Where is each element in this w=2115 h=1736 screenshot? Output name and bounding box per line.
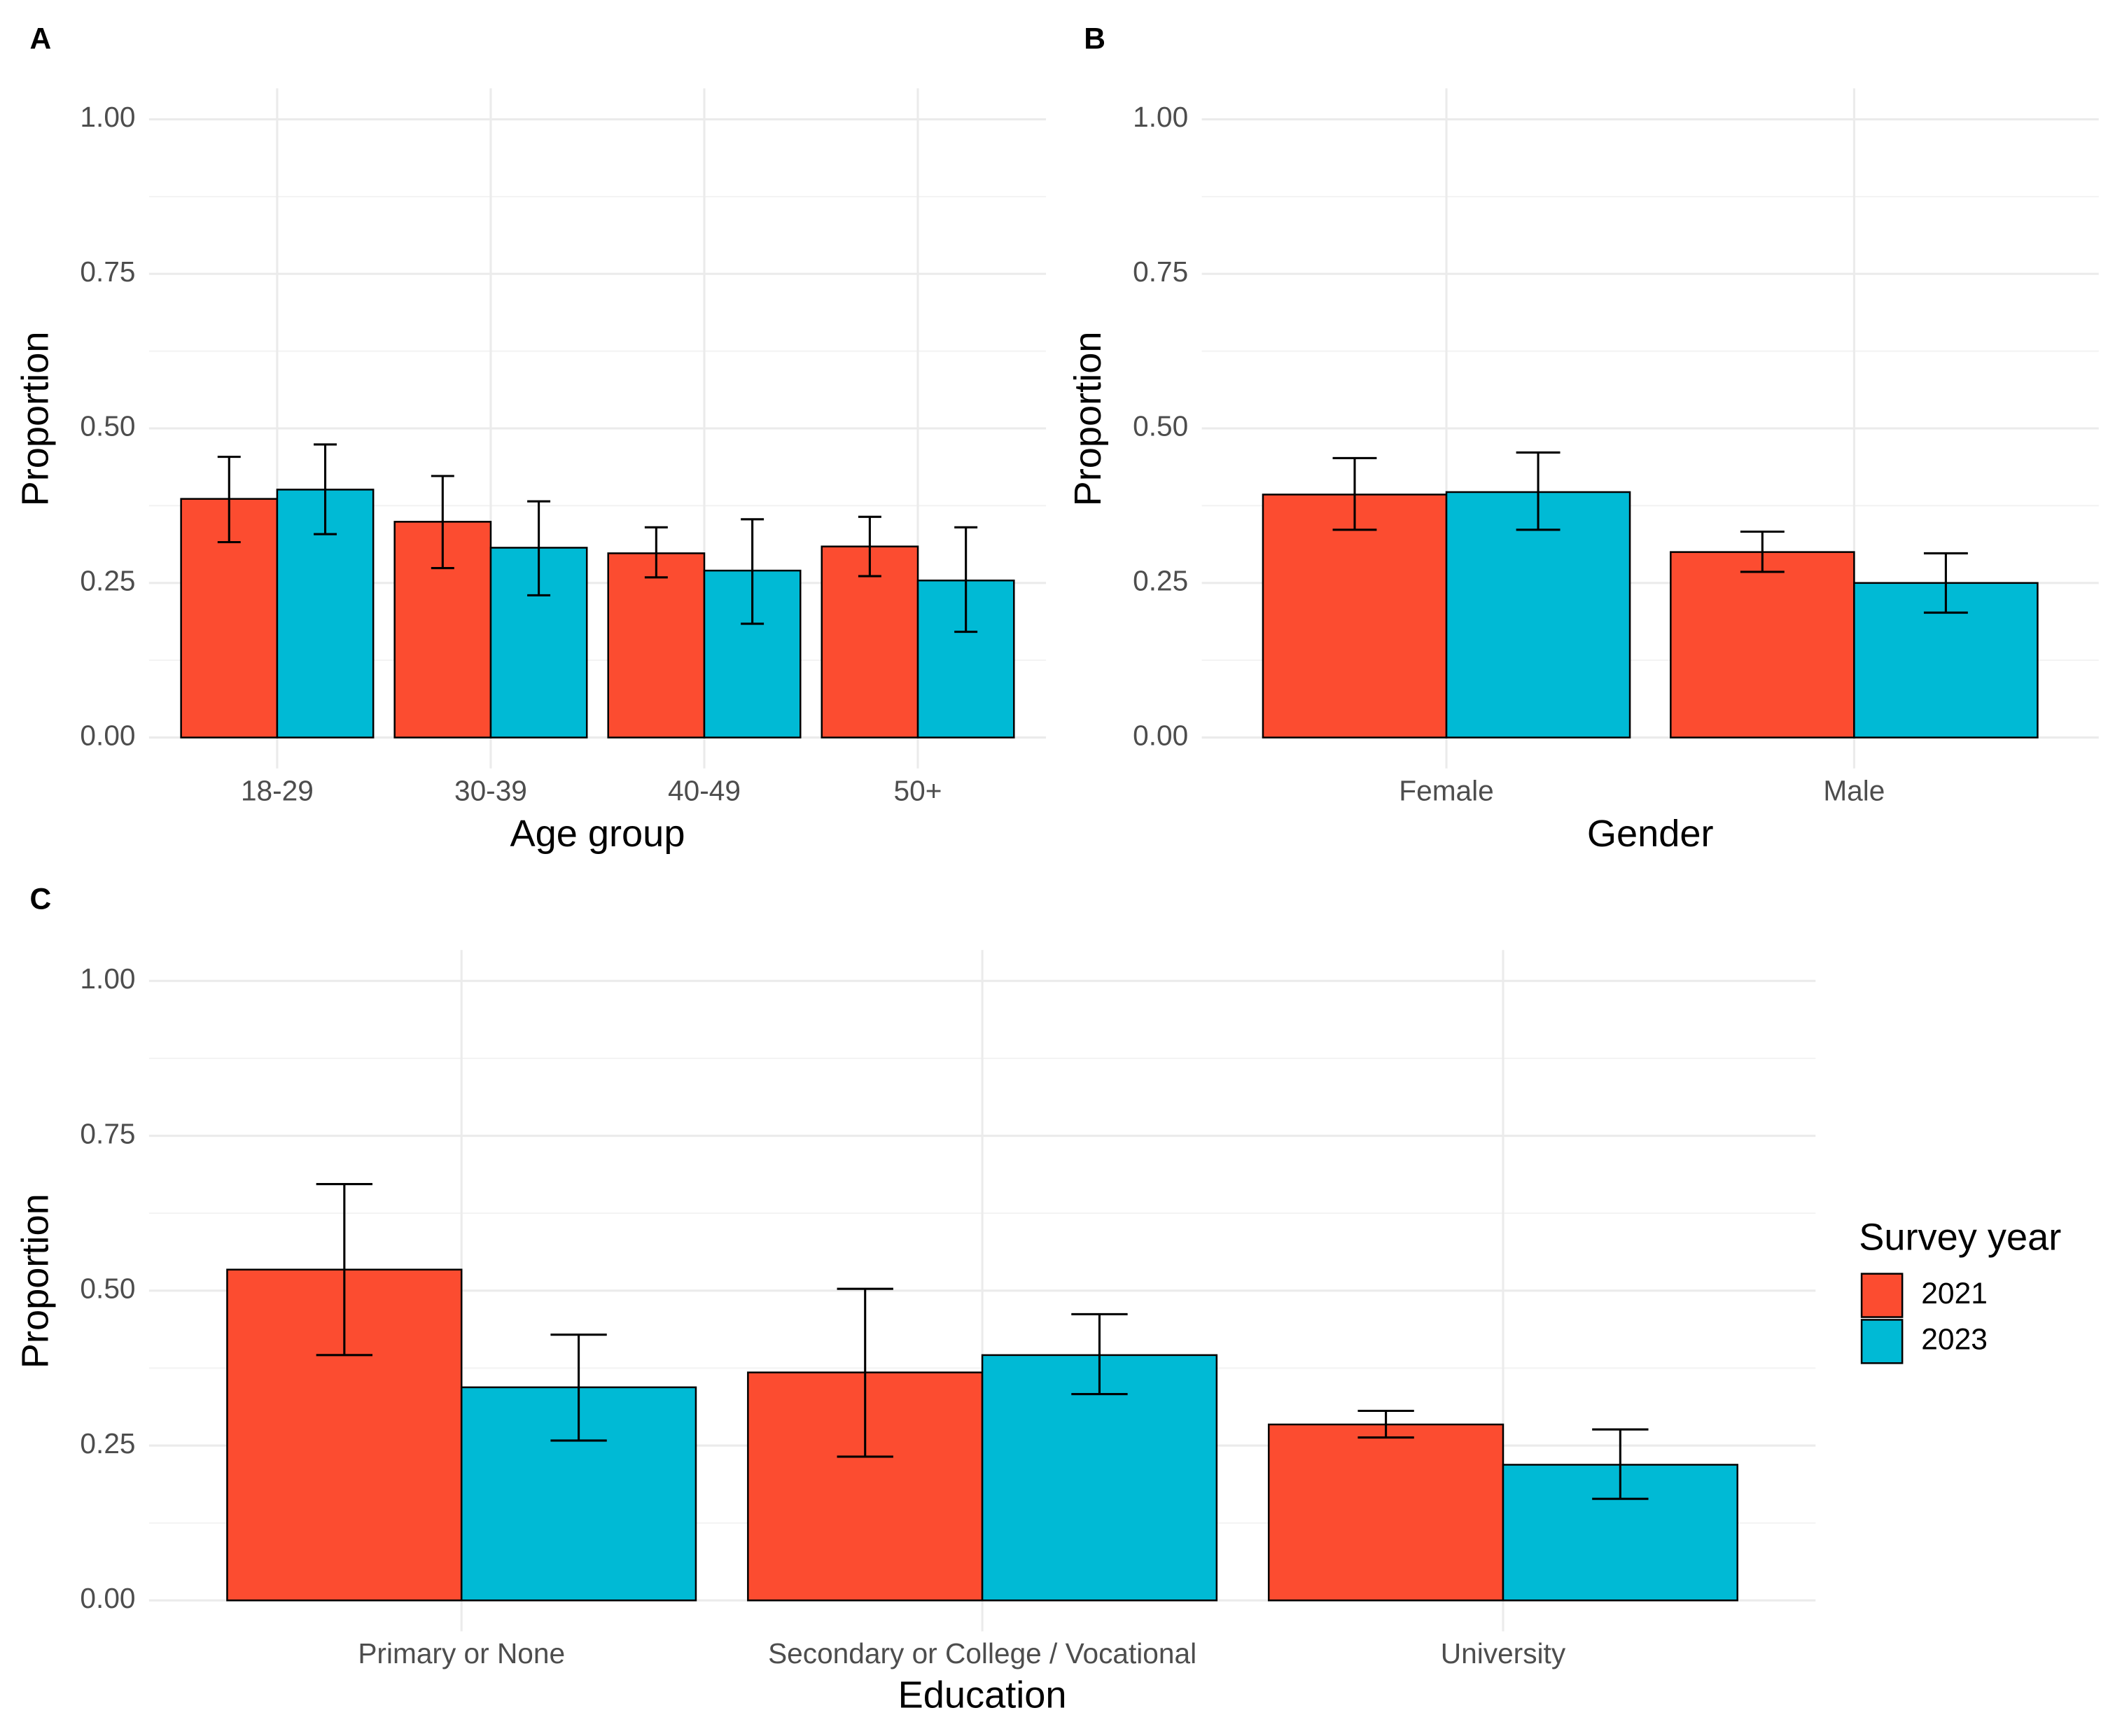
y-tick-label: 0.00 <box>80 1582 135 1614</box>
y-tick-label: 0.50 <box>80 410 135 442</box>
panel-label: B <box>1084 22 1105 56</box>
y-tick-label: 0.75 <box>80 255 135 288</box>
bar <box>981 1354 1218 1602</box>
legend-title: Survey year <box>1859 1217 2061 1259</box>
x-tick-label: 50+ <box>894 774 942 806</box>
y-tick-label: 1.00 <box>80 101 135 133</box>
panel-label: C <box>30 883 52 916</box>
y-tick-label: 1.00 <box>80 962 135 995</box>
y-axis-title: Proportion <box>15 1194 57 1368</box>
x-axis-title: Age group <box>510 813 685 855</box>
x-tick-label: Male <box>1823 774 1885 806</box>
y-axis-title: Proportion <box>15 331 57 506</box>
bar <box>821 545 919 738</box>
legend-key <box>1860 1319 1904 1364</box>
panel-label: A <box>30 22 52 56</box>
bar <box>1445 491 1631 738</box>
bar <box>1670 551 1855 738</box>
y-tick-label: 0.50 <box>1133 410 1188 442</box>
x-tick-label: Secondary or College / Vocational <box>768 1637 1196 1670</box>
x-tick-label: Female <box>1399 774 1493 806</box>
x-tick-label: 40-49 <box>668 774 741 806</box>
y-tick-label: 0.50 <box>80 1273 135 1305</box>
bar <box>607 552 706 738</box>
y-tick-label: 0.00 <box>1133 719 1188 751</box>
legend-key <box>1860 1273 1904 1318</box>
y-tick-label: 0.25 <box>80 1427 135 1460</box>
y-tick-label: 1.00 <box>1133 101 1188 133</box>
x-tick-label: Primary or None <box>358 1637 565 1670</box>
x-tick-label: University <box>1441 1637 1566 1670</box>
y-tick-label: 0.75 <box>80 1117 135 1149</box>
x-tick-label: 18-29 <box>241 774 314 806</box>
y-tick-label: 0.25 <box>1133 565 1188 597</box>
legend-label: 2021 <box>1921 1277 1988 1310</box>
y-tick-label: 0.25 <box>80 565 135 597</box>
legend-label: 2023 <box>1921 1323 1988 1357</box>
x-tick-label: 30-39 <box>454 774 527 806</box>
y-tick-label: 0.75 <box>1133 255 1188 288</box>
x-axis-title: Gender <box>1587 813 1714 855</box>
bar <box>1267 1423 1505 1602</box>
bar <box>1262 493 1448 738</box>
x-axis-title: Education <box>898 1674 1067 1716</box>
y-tick-label: 0.00 <box>80 719 135 751</box>
y-axis-title: Proportion <box>1067 331 1109 506</box>
